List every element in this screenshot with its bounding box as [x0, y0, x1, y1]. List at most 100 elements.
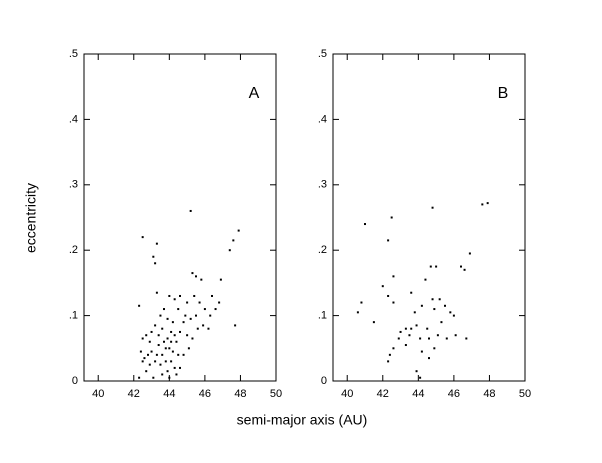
data-point	[356, 311, 359, 314]
data-point	[452, 314, 455, 317]
y-tick-label: .2	[69, 244, 78, 256]
data-point	[420, 304, 423, 307]
data-point	[155, 291, 158, 294]
data-point	[184, 314, 187, 317]
data-point	[161, 373, 164, 376]
data-point	[195, 275, 197, 278]
data-point	[364, 223, 366, 226]
data-point	[166, 317, 169, 320]
y-tick-label: .4	[69, 113, 78, 125]
data-point	[392, 275, 395, 278]
data-point	[138, 304, 141, 307]
data-point	[152, 255, 155, 258]
data-point	[433, 347, 436, 350]
x-axis-label: semi-major axis (AU)	[237, 412, 368, 428]
data-point	[191, 272, 194, 275]
data-point	[200, 278, 203, 281]
data-point	[173, 366, 176, 369]
data-point	[408, 334, 411, 337]
data-point	[203, 308, 206, 311]
data-point	[202, 324, 205, 327]
data-point	[171, 321, 174, 324]
data-point	[138, 376, 141, 379]
data-point	[387, 294, 390, 297]
data-point	[463, 268, 466, 271]
data-point	[147, 353, 149, 356]
panel-label: A	[249, 85, 260, 102]
data-point	[161, 353, 164, 356]
data-point	[139, 350, 142, 353]
data-point	[155, 242, 158, 245]
plot-frame	[332, 53, 526, 382]
data-point	[154, 262, 157, 265]
data-point	[179, 294, 181, 297]
data-point	[228, 249, 231, 252]
data-point	[426, 327, 429, 330]
y-tick-label: .1	[69, 310, 78, 322]
data-point	[170, 340, 173, 343]
y-axis-label: eccentricity	[23, 183, 39, 253]
data-point	[415, 370, 418, 373]
y-tick-label: 0	[72, 375, 78, 387]
data-point	[392, 347, 395, 350]
data-point	[189, 317, 192, 320]
data-point	[481, 203, 484, 206]
data-point	[415, 324, 418, 327]
data-point	[388, 353, 391, 356]
data-point	[438, 298, 441, 301]
x-tick-label: 50	[519, 388, 531, 400]
data-point	[191, 337, 194, 340]
data-point	[195, 314, 197, 317]
data-point	[390, 216, 393, 219]
data-point	[445, 337, 448, 340]
data-point	[145, 334, 148, 337]
y-tick-label: .3	[69, 179, 78, 191]
data-point	[186, 334, 189, 337]
x-tick-label: 44	[412, 388, 424, 400]
data-point	[237, 229, 240, 232]
y-tick-label: .1	[318, 310, 327, 322]
data-point	[468, 252, 471, 255]
data-point	[189, 209, 192, 212]
data-point	[392, 301, 395, 304]
data-point	[168, 294, 171, 297]
x-tick-label: 48	[234, 388, 246, 400]
data-point	[173, 298, 176, 301]
y-tick-label: .5	[318, 48, 327, 60]
data-point	[159, 314, 162, 317]
data-point	[182, 353, 185, 356]
x-tick-label: 46	[199, 388, 211, 400]
data-point	[177, 353, 180, 356]
data-point	[232, 239, 235, 242]
data-point	[187, 347, 190, 350]
data-point	[170, 360, 173, 363]
data-point	[163, 308, 165, 311]
data-point	[166, 337, 169, 340]
x-tick-label: 48	[483, 388, 495, 400]
data-point	[168, 376, 171, 379]
data-point	[219, 278, 222, 281]
y-tick-label: .3	[318, 179, 327, 191]
data-point	[435, 265, 438, 268]
data-point	[170, 330, 173, 333]
data-point	[436, 334, 439, 337]
x-tick-label: 40	[92, 388, 104, 400]
plot-frame	[83, 53, 277, 382]
data-point	[164, 347, 167, 350]
data-point	[143, 357, 146, 360]
data-point	[207, 327, 210, 330]
data-point	[218, 301, 221, 304]
data-point	[141, 360, 144, 363]
y-tick-label: .5	[69, 48, 78, 60]
data-point	[159, 363, 162, 366]
data-point	[433, 308, 436, 311]
data-point	[460, 265, 462, 268]
data-point	[154, 324, 157, 327]
data-point	[431, 298, 434, 301]
data-point	[177, 308, 180, 311]
data-point	[428, 357, 430, 360]
data-point	[465, 337, 468, 340]
data-point	[179, 366, 181, 369]
